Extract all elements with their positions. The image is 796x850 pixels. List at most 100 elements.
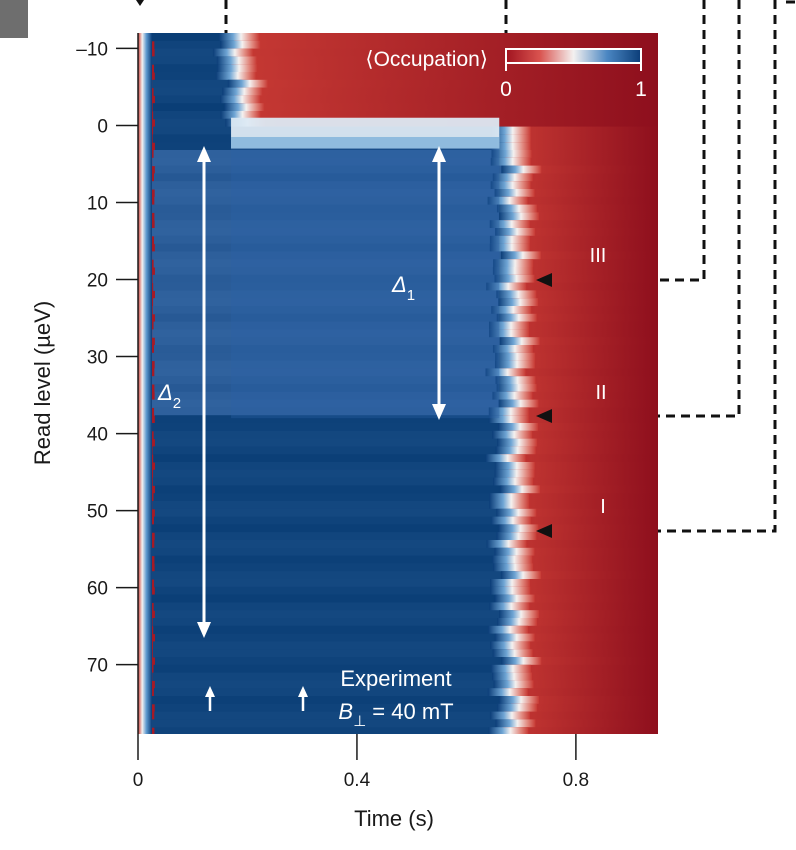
heatmap-row bbox=[138, 688, 658, 697]
heatmap-row bbox=[138, 360, 658, 369]
y-tick-label: 20 bbox=[87, 271, 108, 292]
field-label: B⊥ = 40 mT bbox=[338, 699, 453, 730]
heatmap-row bbox=[138, 313, 658, 323]
heatmap-row bbox=[138, 594, 658, 603]
heatmap-row bbox=[138, 345, 658, 354]
heatmap-row bbox=[138, 64, 658, 73]
delta2-arrowhead-top bbox=[197, 146, 211, 162]
y-tick-label: 60 bbox=[87, 579, 108, 600]
x-tick-label: 0.8 bbox=[563, 770, 589, 791]
delta2-arrowhead-bottom bbox=[197, 622, 211, 638]
heatmap-row bbox=[138, 189, 658, 198]
delta1-annotation: Δ1 bbox=[391, 146, 446, 420]
heatmap-row bbox=[138, 103, 658, 112]
heatmap-row bbox=[138, 165, 658, 174]
heatmap-row bbox=[138, 415, 658, 424]
heatmap-row bbox=[138, 696, 658, 705]
y-axis-title: Read level (µeV) bbox=[30, 301, 55, 465]
heatmap-row bbox=[138, 586, 658, 596]
heatmap-row bbox=[138, 298, 658, 307]
marker-label-ii: II bbox=[595, 382, 606, 404]
heatmap-row bbox=[138, 711, 658, 720]
heatmap-row bbox=[138, 423, 658, 432]
y-tick-label: 50 bbox=[87, 502, 108, 523]
heatmap-row bbox=[138, 438, 658, 447]
heatmap-row bbox=[138, 493, 658, 502]
heatmap-row bbox=[138, 56, 658, 65]
heatmap-row bbox=[138, 618, 658, 627]
heatmap-row bbox=[138, 446, 658, 455]
heatmap-row bbox=[138, 243, 658, 252]
heatmap-row bbox=[138, 235, 658, 245]
heatmap-row bbox=[138, 79, 658, 89]
y-tick-label: 40 bbox=[87, 425, 108, 446]
small-arrow-2-head bbox=[298, 686, 308, 697]
heatmap-row bbox=[138, 196, 658, 206]
colorbar-gradient bbox=[505, 48, 642, 64]
delta1-arrowhead-bottom bbox=[432, 404, 446, 420]
heatmap-row bbox=[138, 282, 658, 291]
heatmap-row bbox=[138, 95, 658, 104]
heatmap-row bbox=[138, 540, 658, 549]
heatmap-row bbox=[138, 501, 658, 510]
heatmap-plot bbox=[138, 33, 658, 734]
heatmap-row bbox=[138, 407, 658, 416]
x-axis-title: Time (s) bbox=[354, 806, 434, 831]
arrowhead-iii bbox=[536, 273, 552, 287]
heatmap-row bbox=[138, 680, 658, 689]
arrowhead-i bbox=[536, 524, 552, 538]
heatmap-row bbox=[138, 399, 658, 408]
heatmap-row bbox=[138, 228, 658, 237]
y-tick-label: 30 bbox=[87, 348, 108, 369]
y-tick-label: 70 bbox=[87, 656, 108, 677]
heatmap-row bbox=[138, 173, 658, 182]
heatmap-row bbox=[138, 212, 658, 221]
heatmap-row bbox=[138, 532, 658, 541]
heatmap-row bbox=[138, 571, 658, 580]
heatmap-row bbox=[138, 376, 658, 385]
heatmap-row bbox=[138, 462, 658, 471]
heatmap-row bbox=[138, 259, 658, 268]
delta1-label: Δ1 bbox=[391, 272, 415, 304]
heatmap-row bbox=[138, 87, 658, 96]
heatmap-row bbox=[138, 454, 658, 463]
heatmap-row bbox=[138, 40, 658, 50]
x-tick-label: 0 bbox=[133, 770, 144, 791]
heatmap-row bbox=[138, 267, 658, 276]
heatmap-row bbox=[138, 204, 658, 213]
heatmap-row bbox=[138, 306, 658, 315]
heatmap-row bbox=[138, 516, 658, 525]
colorbar: ⟨Occupation⟩ 0 1 bbox=[365, 48, 647, 101]
heatmap-mid-zone bbox=[231, 148, 500, 419]
delta2-label: Δ2 bbox=[157, 380, 181, 412]
colorbar-label: ⟨Occupation⟩ bbox=[365, 48, 488, 71]
heatmap-row bbox=[138, 579, 658, 588]
heatmap-row bbox=[138, 391, 658, 401]
heatmap-row bbox=[138, 641, 658, 650]
heatmap-row bbox=[138, 664, 658, 674]
heatmap-row bbox=[138, 290, 658, 299]
heatmap-row bbox=[138, 329, 658, 338]
connector-arrowheads bbox=[536, 273, 552, 538]
y-axis: –10 0 10 20 30 40 50 60 70 bbox=[76, 33, 139, 734]
connector-line-ii bbox=[556, 0, 741, 418]
heatmap-band-edge bbox=[231, 136, 500, 149]
heatmap-row bbox=[138, 150, 658, 159]
y-tick-label: 0 bbox=[97, 116, 108, 137]
heatmap-row bbox=[138, 368, 658, 377]
heatmap-row bbox=[138, 547, 658, 557]
heatmap-row bbox=[138, 477, 658, 486]
heatmap-row bbox=[138, 625, 658, 635]
colorbar-max-label: 1 bbox=[635, 78, 647, 101]
heatmap-row bbox=[138, 352, 658, 362]
small-arrows bbox=[205, 686, 308, 711]
heatmap-row bbox=[138, 157, 658, 167]
arrowhead-ii bbox=[536, 409, 552, 423]
delta2-annotation: Δ2 bbox=[157, 146, 211, 638]
x-tick-label: 0.4 bbox=[344, 770, 371, 791]
heatmap-row bbox=[138, 672, 658, 681]
y-tick-label: 10 bbox=[87, 193, 108, 214]
y-tick-label: –10 bbox=[76, 39, 108, 60]
heatmap-row bbox=[138, 72, 658, 81]
heatmap-row bbox=[138, 508, 658, 518]
